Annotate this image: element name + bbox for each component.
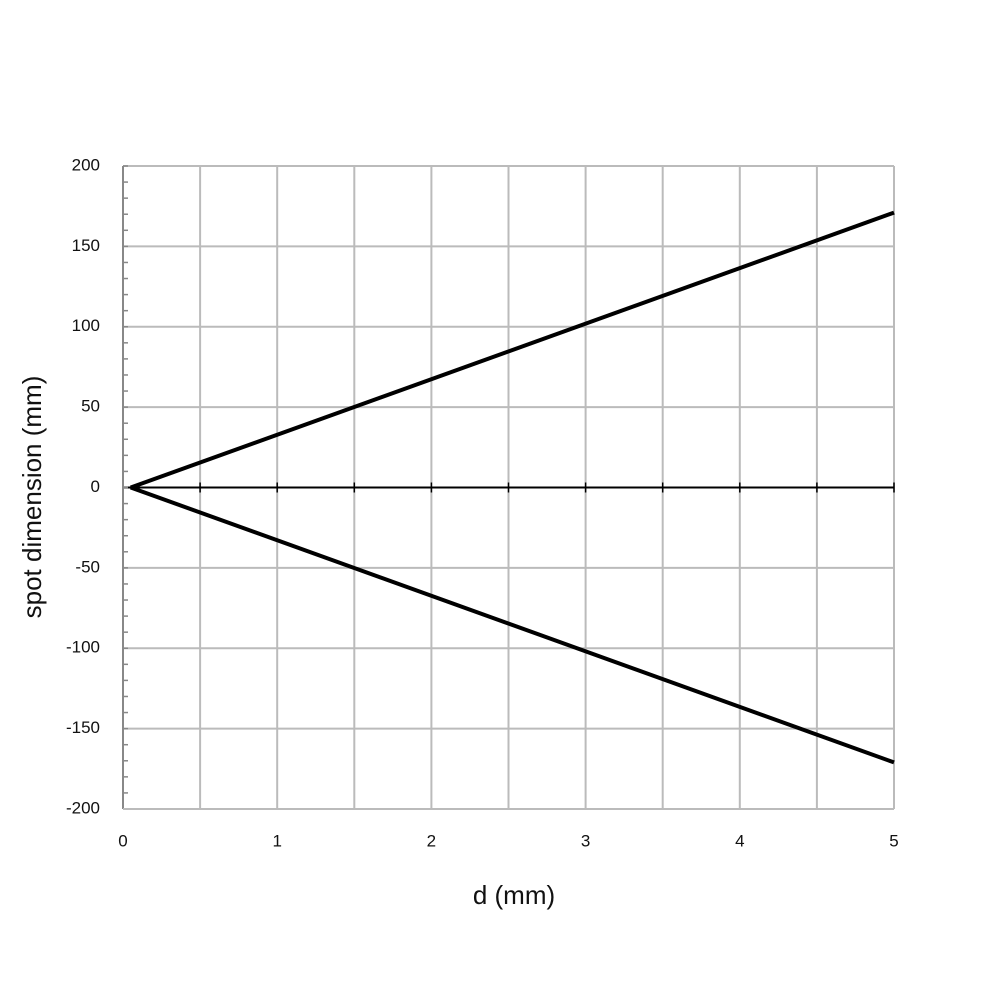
data-line [130, 485, 895, 765]
x-axis-title: d (mm) [473, 880, 555, 910]
x-tick-label: 4 [735, 831, 744, 850]
y-tick-label: -50 [75, 557, 100, 576]
y-tick-label: -100 [66, 638, 100, 657]
y-tick-label: 100 [72, 316, 100, 335]
x-tick-label: 5 [889, 831, 898, 850]
x-tick-label: 3 [581, 831, 590, 850]
y-tick-label: 150 [72, 236, 100, 255]
y-tick-label: 50 [81, 397, 100, 416]
x-tick-label: 2 [427, 831, 436, 850]
y-tick-label: -200 [66, 798, 100, 817]
x-tick-label: 0 [118, 831, 127, 850]
data-line [130, 210, 895, 490]
y-tick-label: 200 [72, 155, 100, 174]
y-tick-label: -150 [66, 718, 100, 737]
y-axis-title: spot dimension (mm) [17, 376, 47, 619]
x-tick-label: 1 [272, 831, 281, 850]
y-tick-label: 0 [91, 477, 100, 496]
